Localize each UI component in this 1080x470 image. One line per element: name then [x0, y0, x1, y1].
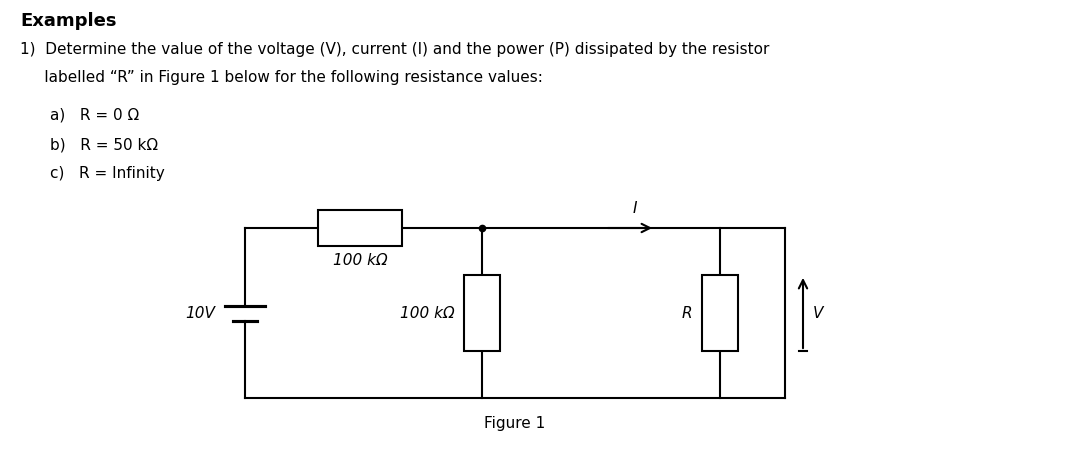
Text: V: V: [813, 306, 823, 321]
Bar: [318, 210, 402, 246]
Text: 1)  Determine the value of the voltage (V), current (I) and the power (P) dissip: 1) Determine the value of the voltage (V…: [21, 42, 769, 57]
Text: c)   R = Infinity: c) R = Infinity: [50, 166, 165, 181]
Bar: [702, 275, 738, 351]
Text: I: I: [633, 201, 637, 216]
Text: R: R: [681, 306, 692, 321]
Text: a)   R = 0 Ω: a) R = 0 Ω: [50, 108, 139, 123]
Text: labelled “R” in Figure 1 below for the following resistance values:: labelled “R” in Figure 1 below for the f…: [21, 70, 543, 85]
Text: Figure 1: Figure 1: [484, 416, 545, 431]
Text: b)   R = 50 kΩ: b) R = 50 kΩ: [50, 137, 158, 152]
Text: Examples: Examples: [21, 12, 117, 30]
Text: 100 kΩ: 100 kΩ: [333, 253, 388, 268]
Text: 100 kΩ: 100 kΩ: [401, 306, 455, 321]
Bar: [464, 275, 500, 351]
Text: 10V: 10V: [185, 306, 215, 321]
